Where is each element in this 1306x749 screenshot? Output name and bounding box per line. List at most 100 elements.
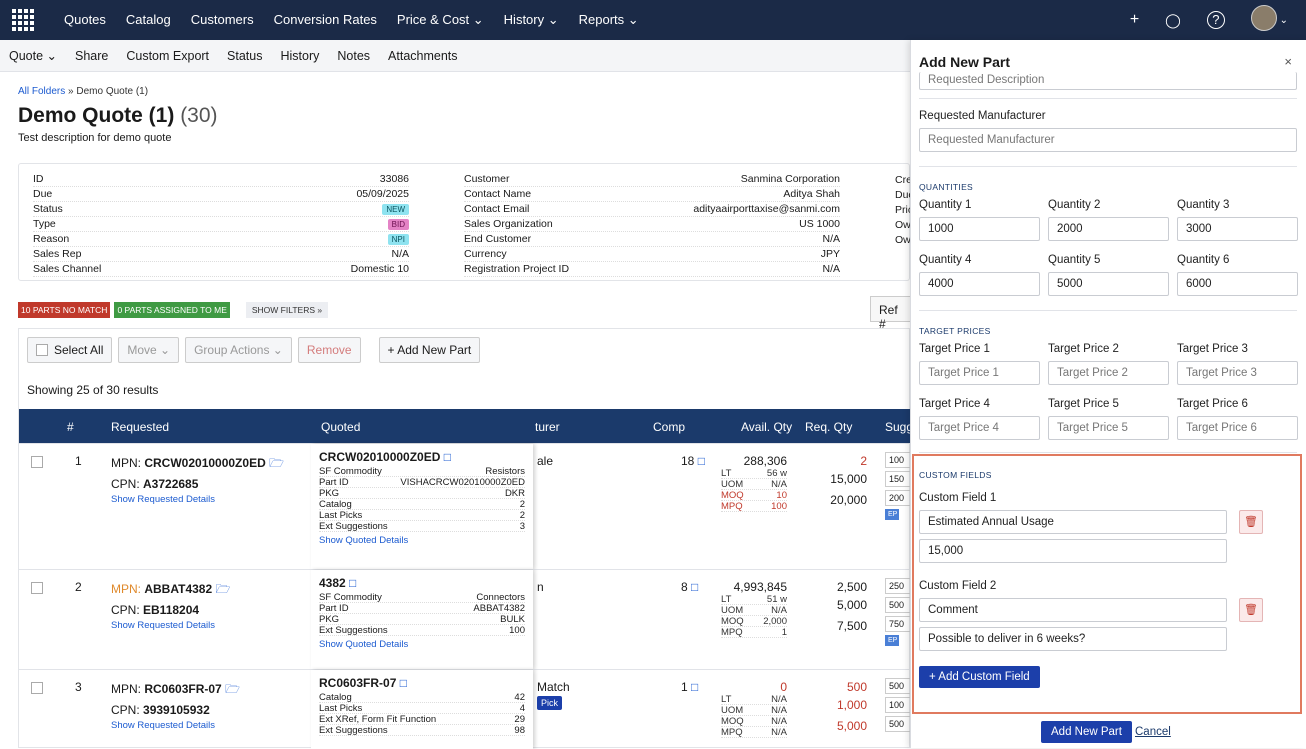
col-num[interactable]: #	[67, 420, 74, 434]
close-icon[interactable]: ×	[1284, 54, 1292, 69]
show-filters-button[interactable]: SHOW FILTERS »	[245, 302, 329, 318]
col-quoted[interactable]: Quoted	[321, 420, 361, 434]
sugg-input[interactable]: 100	[885, 452, 911, 468]
avatar[interactable]: ⌄	[1250, 4, 1288, 36]
quantities-input-4[interactable]: 4000	[919, 272, 1040, 296]
toolbar-attachments[interactable]: Attachments	[388, 48, 458, 63]
nav-history[interactable]: History ⌄	[503, 12, 559, 27]
nav-customers[interactable]: Customers	[190, 12, 254, 27]
quantities-input-2[interactable]: 2000	[1048, 217, 1169, 241]
nav-conversion-rates[interactable]: Conversion Rates	[273, 12, 377, 27]
quantities-input-5[interactable]: 5000	[1048, 272, 1169, 296]
col-req-qty[interactable]: Req. Qty	[805, 420, 853, 434]
comp-count[interactable]: 18 □	[681, 454, 705, 468]
remove-button[interactable]: Remove	[297, 337, 361, 363]
sugg-input[interactable]: 150	[885, 471, 911, 487]
ref-search[interactable]: Ref #	[870, 296, 910, 331]
add-new-part-button[interactable]: + Add New Part	[378, 337, 481, 363]
quoted-part[interactable]: 4382	[319, 576, 346, 590]
assigned-badge[interactable]: 0 PARTS ASSIGNED TO ME	[114, 302, 230, 318]
table-row[interactable]: 2 MPN: ABBAT4382 🗁 CPN: EB118204 Show Reque…	[19, 569, 911, 669]
bell-icon[interactable]: ◯	[1165, 11, 1181, 28]
parts-panel: Select All Move ⌄ Group Actions ⌄ Remove…	[18, 328, 914, 749]
select-all-button[interactable]: Select All	[27, 337, 113, 363]
trash-icon[interactable]: 🗑	[1239, 510, 1263, 534]
pick-button[interactable]: Pick	[537, 696, 563, 710]
info-label: Contact Email	[464, 203, 530, 215]
show-quoted-details-link[interactable]: Show Quoted Details	[319, 535, 409, 546]
plus-icon[interactable]: +	[1129, 11, 1140, 28]
help-icon[interactable]: ?	[1206, 11, 1225, 29]
targets-input-2[interactable]: Target Price 2	[1048, 361, 1169, 385]
ep-badge[interactable]: EP	[885, 635, 899, 646]
nav-quotes[interactable]: Quotes	[64, 12, 106, 27]
custom-field-2-name-input[interactable]: Comment	[919, 598, 1227, 622]
quantities-input-6[interactable]: 6000	[1177, 272, 1298, 296]
no-match-badge[interactable]: 10 PARTS NO MATCH	[18, 302, 111, 318]
cancel-link[interactable]: Cancel	[1135, 726, 1171, 738]
info-label: Cre	[895, 173, 911, 186]
col-comp[interactable]: Comp	[653, 420, 686, 434]
app-logo-icon[interactable]	[12, 9, 34, 31]
targets-input-1[interactable]: Target Price 1	[919, 361, 1040, 385]
quoted-part[interactable]: CRCW02010000Z0ED	[319, 450, 441, 464]
toolbar-history[interactable]: History	[280, 48, 320, 63]
info-label: Sales Organization	[464, 218, 553, 230]
sugg-input[interactable]: 200	[885, 490, 911, 506]
row-checkbox[interactable]	[31, 582, 43, 594]
targets-input-4[interactable]: Target Price 4	[919, 416, 1040, 440]
targets-input-5[interactable]: Target Price 5	[1048, 416, 1169, 440]
add-custom-field-button[interactable]: + Add Custom Field	[919, 666, 1040, 688]
sugg-input[interactable]: 500	[885, 678, 911, 694]
col-sugg[interactable]: Sugg	[885, 420, 914, 434]
info-label: Sales Rep	[33, 248, 82, 260]
toolbar-notes[interactable]: Notes	[337, 48, 371, 63]
show-requested-details-link[interactable]: Show Requested Details	[111, 620, 216, 631]
row-checkbox[interactable]	[31, 456, 43, 468]
ep-badge[interactable]: EP	[885, 509, 899, 520]
submit-add-new-part-button[interactable]: Add New Part	[1041, 721, 1132, 743]
sugg-input[interactable]: 500	[885, 716, 911, 732]
sugg-input[interactable]: 100	[885, 697, 911, 713]
comp-count[interactable]: 1 □	[681, 680, 698, 694]
toolbar-custom-export[interactable]: Custom Export	[126, 48, 210, 63]
custom-field-1-value-input[interactable]: 15,000	[919, 539, 1227, 563]
custom-field-2-value-input[interactable]: Possible to deliver in 6 weeks?	[919, 627, 1227, 651]
cpn-value: A3722685	[143, 477, 199, 491]
folder-icon[interactable]: 🗁	[225, 682, 240, 696]
comp-count[interactable]: 8 □	[681, 580, 698, 594]
quoted-part[interactable]: RC0603FR-07	[319, 676, 397, 690]
table-row[interactable]: 3 MPN: RC0603FR-07 🗁 CPN: 3939105932 Show R…	[19, 669, 911, 749]
table-row[interactable]: 1 MPN: CRCW02010000Z0ED 🗁 CPN: A3722685 Sho…	[19, 443, 911, 569]
targets-input-3[interactable]: Target Price 3	[1177, 361, 1298, 385]
quantities-input-3[interactable]: 3000	[1177, 217, 1298, 241]
show-requested-details-link[interactable]: Show Requested Details	[111, 494, 216, 505]
col-manufacturer[interactable]: turer	[535, 420, 560, 434]
show-quoted-details-link[interactable]: Show Quoted Details	[319, 639, 409, 650]
sugg-input[interactable]: 750	[885, 616, 911, 632]
toolbar-quote[interactable]: Quote ⌄	[9, 49, 57, 63]
sugg-input[interactable]: 250	[885, 578, 911, 594]
requested-description-input[interactable]: Requested Description	[919, 72, 1297, 90]
show-requested-details-link[interactable]: Show Requested Details	[111, 720, 216, 731]
folder-icon[interactable]: 🗁	[215, 582, 231, 596]
group-actions-button[interactable]: Group Actions ⌄	[185, 337, 292, 363]
folder-icon[interactable]: 🗁	[269, 456, 284, 470]
trash-icon[interactable]: 🗑	[1239, 598, 1263, 622]
col-requested[interactable]: Requested	[111, 420, 170, 434]
toolbar-share[interactable]: Share	[75, 48, 109, 63]
quantities-input-1[interactable]: 1000	[919, 217, 1040, 241]
select-all-checkbox[interactable]	[36, 344, 48, 356]
nav-catalog[interactable]: Catalog	[125, 12, 171, 27]
col-avail-qty[interactable]: Avail. Qty	[741, 420, 793, 434]
nav-price-cost[interactable]: Price & Cost ⌄	[396, 12, 484, 27]
row-checkbox[interactable]	[31, 682, 43, 694]
targets-input-6[interactable]: Target Price 6	[1177, 416, 1298, 440]
sugg-input[interactable]: 500	[885, 597, 911, 613]
breadcrumb-root[interactable]: All Folders	[18, 86, 66, 97]
toolbar-status[interactable]: Status	[227, 48, 263, 63]
requested-manufacturer-input[interactable]: Requested Manufacturer	[919, 128, 1297, 152]
nav-reports[interactable]: Reports ⌄	[578, 12, 639, 27]
move-button[interactable]: Move ⌄	[118, 337, 180, 363]
custom-field-1-name-input[interactable]: Estimated Annual Usage	[919, 510, 1227, 534]
